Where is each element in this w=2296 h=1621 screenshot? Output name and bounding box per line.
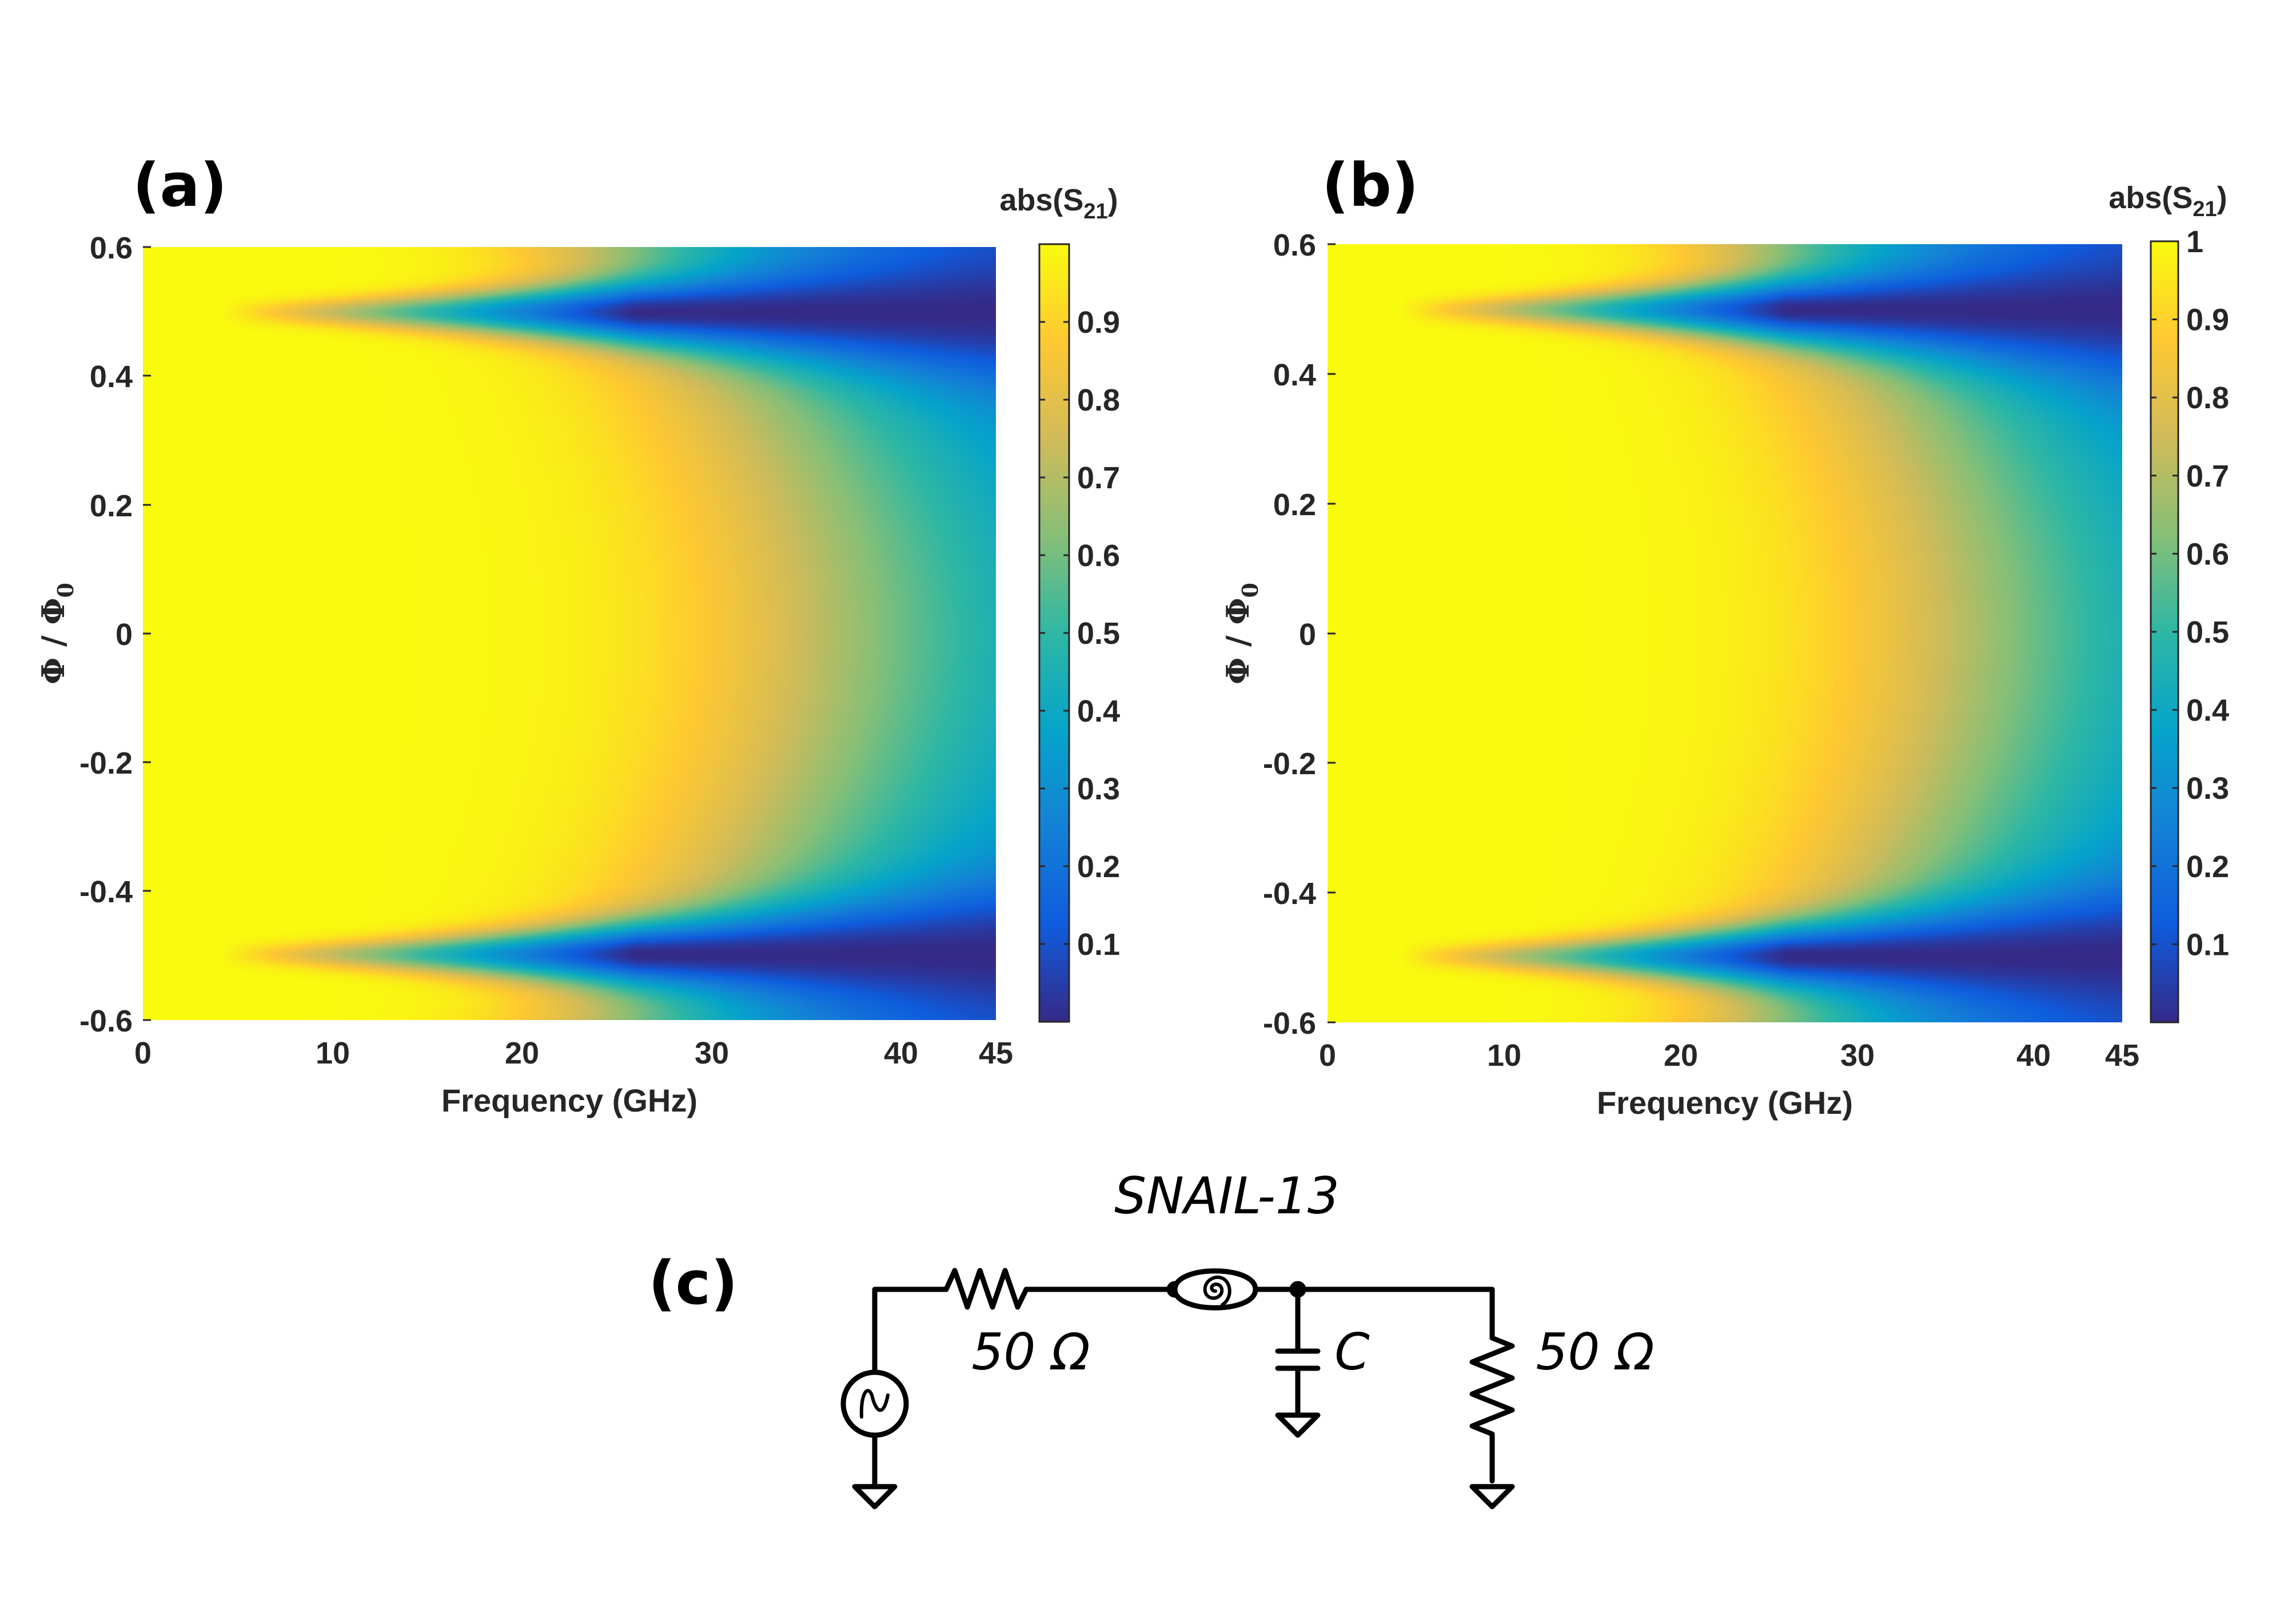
colorbar-tick-label: 0.7 xyxy=(2186,459,2229,493)
snail-spiral-icon xyxy=(1203,1275,1231,1307)
colorbar-tick-label: 0.6 xyxy=(2186,537,2229,571)
heatmap-a-image xyxy=(143,247,996,1020)
x-tick-label: 40 xyxy=(884,1036,918,1070)
x-tick-label: 20 xyxy=(505,1036,539,1070)
colorbar-tick-label: 0.8 xyxy=(1077,383,1120,417)
colorbar-b-title-end: ) xyxy=(2217,181,2227,215)
colorbar-tick-label: 0.2 xyxy=(1077,850,1120,884)
y-axis-title-sub: 0 xyxy=(1237,583,1263,598)
svg-text:abs(S21): abs(S21) xyxy=(2108,181,2227,221)
svg-text:Φ / Φ0: Φ / Φ0 xyxy=(1219,583,1263,684)
colorbar-tick-label: 0.8 xyxy=(2186,381,2229,415)
x-tick-label: 30 xyxy=(1840,1038,1875,1073)
y-axis-b: 0.6 0.4 0.2 0 -0.2 -0.4 -0.6 xyxy=(1263,228,1336,1041)
panel-a-label: (a) xyxy=(133,150,227,220)
colorbar-b-ticks: 1 0.9 0.8 0.7 0.6 0.5 0.4 0.3 0.2 0.1 xyxy=(2151,225,2229,962)
heatmap-b-image xyxy=(1328,244,2122,1022)
colorbar-b-title-sub: 21 xyxy=(2193,197,2217,221)
colorbar-tick-label: 0.6 xyxy=(1077,539,1120,573)
y-tick-label: 0.6 xyxy=(90,231,133,265)
x-tick-label: 20 xyxy=(1664,1038,1698,1073)
colorbar-b: abs(S21) 1 0.9 0.8 0.7 0.6 0.5 0.4 0.3 0.2 0.1 xyxy=(2108,181,2229,1023)
resistor-load-icon xyxy=(1469,1287,1515,1484)
y-tick-label: 0 xyxy=(1299,618,1316,652)
colorbar-tick-label: 0.3 xyxy=(2186,771,2229,806)
panel-a: (a) 0.6 0.4 0.2 0 -0.2 -0.4 -0.6 0 10 20 xyxy=(35,150,1120,1118)
colorbar-tick-label: 0.5 xyxy=(1077,616,1120,651)
svg-text:Φ / Φ0: Φ / Φ0 xyxy=(35,583,78,684)
colorbar-tick-label: 0.9 xyxy=(1077,305,1120,340)
x-axis-title: Frequency (GHz) xyxy=(441,1082,697,1118)
panel-c: (c) SNAIL-13 50 Ω C 50 Ω xyxy=(648,1166,1655,1510)
x-tick-label: 30 xyxy=(695,1036,729,1070)
colorbar-tick-label: 0.9 xyxy=(2186,303,2229,337)
y-tick-label: 0.6 xyxy=(1273,228,1316,262)
y-tick-label: -0.2 xyxy=(1263,747,1316,781)
ac-source-wave xyxy=(859,1389,890,1419)
ground-icon xyxy=(1469,1484,1515,1510)
panel-b-label: (b) xyxy=(1322,150,1419,220)
y-tick-label: -0.4 xyxy=(79,875,133,909)
y-axis-a: 0.6 0.4 0.2 0 -0.2 -0.4 -0.6 xyxy=(79,231,151,1038)
x-tick-label: 0 xyxy=(1319,1038,1336,1073)
colorbar-tick-label: 0.1 xyxy=(1077,927,1120,962)
colorbar-a: abs(S21) 0.9 0.8 0.7 0.6 0.5 0.4 0.3 0.2 0.1 xyxy=(999,183,1120,1023)
colorbar-tick-label: 0.2 xyxy=(2186,850,2229,884)
y-axis-title-sub: 0 xyxy=(53,583,78,598)
heatmap-b xyxy=(1328,244,2122,1022)
capacitor-label: C xyxy=(1334,1323,1370,1381)
colorbar-a-title-end: ) xyxy=(1108,183,1118,217)
colorbar-tick-label: 0.3 xyxy=(1077,772,1120,806)
svg-text:abs(S21): abs(S21) xyxy=(999,183,1118,224)
y-tick-label: -0.6 xyxy=(1263,1006,1316,1041)
y-tick-label: 0.4 xyxy=(90,360,133,394)
y-axis-title-main: Φ / Φ xyxy=(35,598,71,684)
x-axis-a: 0 10 20 30 40 45 Frequency (GHz) xyxy=(134,1036,1013,1118)
colorbar-tick-label: 0.7 xyxy=(1077,461,1120,495)
heatmap-a xyxy=(143,247,996,1020)
y-tick-label: 0.4 xyxy=(1273,358,1316,392)
snail-label: SNAIL-13 xyxy=(1114,1166,1340,1225)
y-tick-label: 0 xyxy=(115,618,133,652)
ground-icon xyxy=(852,1484,898,1510)
y-tick-label: -0.4 xyxy=(1263,877,1316,911)
colorbar-tick-label: 0.5 xyxy=(2186,615,2229,650)
y-axis-title-b: Φ / Φ0 xyxy=(1219,583,1263,684)
y-tick-label: -0.2 xyxy=(79,746,133,780)
colorbar-tick-label: 0.4 xyxy=(2186,694,2229,728)
colorbar-tick-label: 0.4 xyxy=(1077,694,1120,728)
x-tick-label: 10 xyxy=(316,1036,350,1070)
ground-icon xyxy=(1275,1412,1321,1438)
y-tick-label: 0.2 xyxy=(1273,488,1316,522)
wire-source-left xyxy=(872,1287,949,1407)
x-axis-title: Frequency (GHz) xyxy=(1597,1085,1853,1121)
x-tick-label: 10 xyxy=(1487,1038,1521,1073)
y-axis-title-main: Φ / Φ xyxy=(1219,598,1256,684)
panel-c-label: (c) xyxy=(648,1248,738,1318)
source-resistor-label: 50 Ω xyxy=(971,1323,1090,1381)
colorbar-a-title-sub: 21 xyxy=(1083,200,1107,224)
x-tick-label: 45 xyxy=(2105,1038,2139,1073)
panel-b: (b) 0.6 0.4 0.2 0 -0.2 -0.4 -0.6 0 10 20… xyxy=(1219,150,2229,1121)
y-tick-label: -0.6 xyxy=(79,1004,133,1038)
y-axis-title-a: Φ / Φ0 xyxy=(35,583,78,684)
x-axis-b: 0 10 20 30 40 45 Frequency (GHz) xyxy=(1319,1038,2139,1121)
x-tick-label: 45 xyxy=(979,1036,1013,1070)
colorbar-tick-label: 1 xyxy=(2186,225,2203,259)
resistor-source-icon xyxy=(943,1268,1175,1310)
colorbar-a-ticks: 0.9 0.8 0.7 0.6 0.5 0.4 0.3 0.2 0.1 xyxy=(1039,305,1120,962)
colorbar-tick-label: 0.1 xyxy=(2186,927,2229,962)
x-tick-label: 40 xyxy=(2016,1038,2051,1073)
x-tick-label: 0 xyxy=(134,1036,152,1070)
colorbar-a-title: abs(S xyxy=(999,183,1083,217)
load-resistor-label: 50 Ω xyxy=(1536,1323,1654,1381)
y-tick-label: 0.2 xyxy=(90,489,133,523)
colorbar-b-title: abs(S xyxy=(2108,181,2193,215)
